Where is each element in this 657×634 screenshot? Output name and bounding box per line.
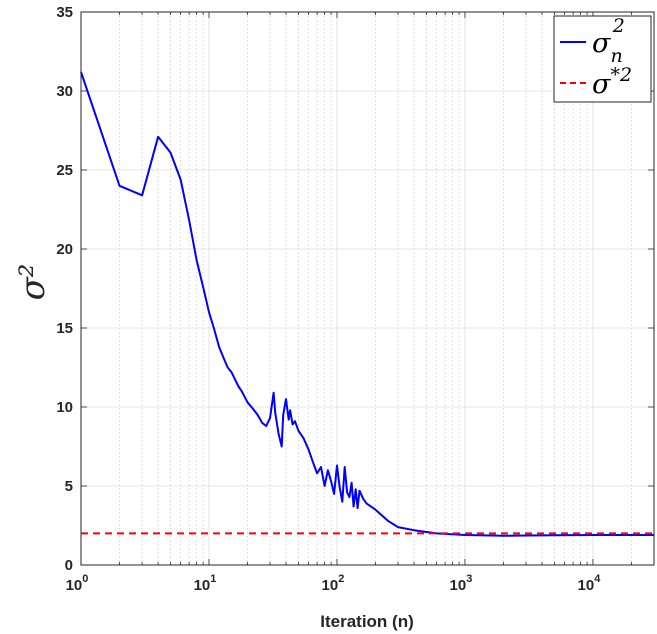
plot-background <box>81 12 654 565</box>
y-tick-label: 15 <box>56 320 73 337</box>
y-tick-label: 25 <box>56 162 73 179</box>
x-tick-label: 101 <box>194 573 217 594</box>
legend: σn2 σ*2 <box>553 15 652 103</box>
x-tick-label: 103 <box>450 573 473 594</box>
legend-box <box>553 15 652 103</box>
x-tick-label: 104 <box>578 573 602 594</box>
y-tick-labels: 0 5 10 15 20 25 30 35 <box>56 4 73 574</box>
x-tick-label: 102 <box>322 573 345 594</box>
y-tick-label: 10 <box>56 399 73 416</box>
legend-label-sigma-star: σ*2 <box>592 64 632 100</box>
x-axis-label: Iteration (n) <box>320 612 414 631</box>
y-tick-label: 35 <box>56 4 73 21</box>
series-layer <box>80 71 654 537</box>
y-axis-label: σ² <box>13 264 53 301</box>
y-tick-label: 5 <box>65 478 73 495</box>
plot-area <box>80 11 655 566</box>
axis-ticks <box>80 11 654 566</box>
y-tick-label: 20 <box>56 241 73 258</box>
series-line-sigma-n <box>80 71 654 537</box>
y-tick-label: 30 <box>56 83 73 100</box>
y-tick-label: 0 <box>65 557 73 574</box>
axes-box <box>80 11 655 566</box>
x-tick-label: 100 <box>66 573 89 594</box>
x-tick-labels: 100 101 102 103 104 <box>66 573 602 594</box>
legend-label-sigma-n: σn2 <box>592 15 625 67</box>
